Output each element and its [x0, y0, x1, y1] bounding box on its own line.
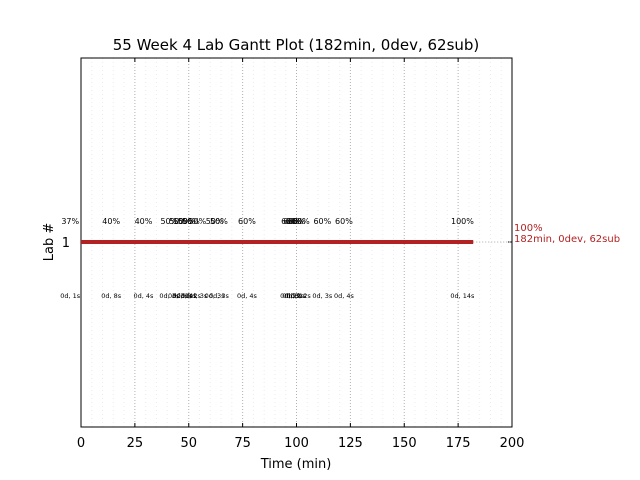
- submission-info-label: 0d, 1s: [287, 292, 308, 300]
- x-tick-label: 75: [234, 436, 251, 451]
- submission-info-label: 0d, 3s: [205, 292, 226, 300]
- submission-info-label: 0d, 3s: [168, 292, 189, 300]
- y-axis-label: Lab #: [42, 223, 57, 262]
- chart-title: 55 Week 4 Lab Gantt Plot (182min, 0dev, …: [113, 36, 480, 54]
- submission-info-label: 0d, 4s: [334, 292, 355, 300]
- submission-info-label: 0d, 4s: [177, 292, 198, 300]
- submission-score-label: 60%: [238, 217, 256, 226]
- x-axis-label: Time (min): [260, 457, 332, 472]
- submission-info-label: 0d, 2s: [280, 292, 301, 300]
- submission-score-label: 100%: [451, 217, 474, 226]
- submission-info-label: 0d, 2s: [291, 292, 312, 300]
- submission-score-label: 50%: [160, 217, 178, 226]
- submission-info-label: 0d, 4s: [134, 292, 155, 300]
- submission-info-label: 0d, 2s: [181, 292, 202, 300]
- submission-score-label: 40%: [135, 217, 153, 226]
- submission-info-label: 0d, 4s: [237, 292, 258, 300]
- submission-score-label: 60%: [335, 217, 353, 226]
- x-tick-label: 125: [338, 436, 363, 451]
- submission-info-label: 0d, 3s: [282, 292, 303, 300]
- submission-score-label: 60%: [283, 217, 301, 226]
- gantt-bar-lab-1: [81, 240, 474, 244]
- submission-info-label: 0d, 1s: [60, 292, 81, 300]
- submission-info-label: 0d, 3s: [159, 292, 180, 300]
- x-tick-label: 200: [500, 436, 525, 451]
- submission-info-label: 0d, 3s: [172, 292, 193, 300]
- submission-info-label: 0d, 3s: [312, 292, 333, 300]
- submission-info-label: 0d, 3s: [187, 292, 208, 300]
- x-tick-label: 0: [77, 436, 85, 451]
- x-tick-label: 175: [446, 436, 471, 451]
- end-label-score: 100%: [514, 223, 543, 234]
- submission-score-label: 50%: [188, 217, 206, 226]
- submission-score-label: 60%: [285, 217, 303, 226]
- y-tick-label: 1: [62, 236, 70, 251]
- submission-score-label: 50%: [210, 217, 228, 226]
- submission-info-label: 0d, 2s: [284, 292, 305, 300]
- submission-score-label: 40%: [102, 217, 120, 226]
- submission-score-label: 37%: [61, 217, 79, 226]
- submission-score-label: 50%: [173, 217, 191, 226]
- end-label-summary: 182min, 0dev, 62sub: [514, 234, 620, 245]
- x-tick-label: 100: [284, 436, 309, 451]
- submission-score-label: 50%: [182, 217, 200, 226]
- submission-info-label: 0d, 8s: [101, 292, 122, 300]
- submission-score-label: 60%: [281, 217, 299, 226]
- x-tick-label: 50: [180, 436, 197, 451]
- x-axis-ticks: 0 25 50 75 100 125 150 175 200: [77, 58, 525, 451]
- submission-score-label: 60%: [292, 217, 310, 226]
- submission-score-label: 50%: [178, 217, 196, 226]
- x-tick-label: 25: [127, 436, 144, 451]
- x-tick-label: 150: [392, 436, 417, 451]
- submission-score-label: 60%: [313, 217, 331, 226]
- submission-score-labels: 37% 40% 40% 50%50%50%50%50%50% 50%50% 60% 60%6…: [61, 217, 474, 226]
- submission-score-label: 50%: [206, 217, 224, 226]
- submission-score-label: 60%: [288, 217, 306, 226]
- submission-info-label: 0d, 3s: [209, 292, 230, 300]
- submission-info-label: 0d, 14s: [450, 292, 475, 300]
- submission-score-label: 50%: [169, 217, 187, 226]
